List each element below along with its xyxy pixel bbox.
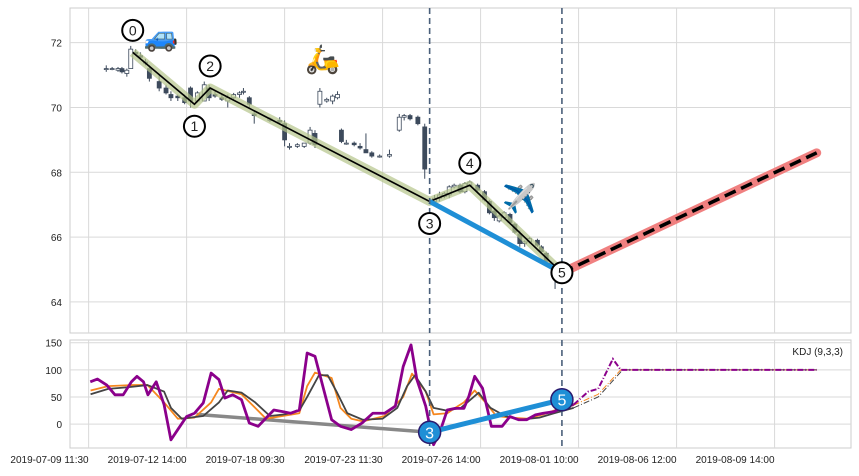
x-tick-label: 2019-08-06 12:00 <box>598 455 677 466</box>
pivot-label: 5 <box>558 265 566 281</box>
candle-body <box>401 115 407 118</box>
y-tick-label: 150 <box>45 339 62 350</box>
candle-body <box>124 69 130 74</box>
candle-body <box>128 48 134 69</box>
candle-body <box>294 144 300 147</box>
pivot-label: 2 <box>206 58 214 74</box>
plot-frame <box>69 7 852 334</box>
scooter-icon: 🛵 <box>305 44 340 76</box>
car-icon: 🚙 <box>144 21 179 53</box>
x-tick-label: 2019-08-01 10:00 <box>500 455 579 466</box>
candle-body <box>422 126 428 170</box>
candle-body <box>156 81 162 89</box>
candle-body <box>317 90 323 105</box>
y-tick-label: 50 <box>51 393 63 404</box>
trend-line-gray <box>196 412 430 435</box>
candle-body <box>343 142 349 145</box>
plot-frame <box>69 339 852 449</box>
candle-body <box>115 68 121 71</box>
candle-body <box>103 68 109 70</box>
candle-body <box>163 87 169 94</box>
candle-body <box>330 95 336 102</box>
y-tick-label: 68 <box>51 168 63 179</box>
pivot-label: 0 <box>129 22 137 38</box>
candle-body <box>168 94 174 99</box>
candle-body <box>415 116 421 125</box>
pivot-marker <box>550 261 574 285</box>
pivot-marker <box>418 211 442 235</box>
candle-body <box>287 145 292 148</box>
x-tick-label: 2019-07-18 09:30 <box>206 455 285 466</box>
candle-body <box>396 116 402 131</box>
kdj-legend: KDJ (9,3,3) <box>792 347 843 358</box>
candle-body <box>301 142 307 147</box>
candle-body <box>363 149 369 154</box>
zigzag-line <box>132 51 563 274</box>
y-tick-label: 66 <box>51 233 63 244</box>
pivot-label: 3 <box>426 215 434 231</box>
candle-body <box>109 68 115 70</box>
candle-body <box>357 145 363 149</box>
pivot-marker <box>121 18 145 42</box>
airplane-icon: ✈️ <box>502 181 537 215</box>
pivot-marker <box>198 54 222 78</box>
candle-body <box>241 90 246 93</box>
kdj-panel: 2019-07-09 11:30 2019-07-12 14:00 2019-07-… <box>10 339 852 466</box>
segment-3-5 <box>428 199 564 275</box>
kdj-d-line <box>90 374 574 421</box>
y-tick-label: 72 <box>51 39 63 50</box>
pivot-label: 1 <box>191 118 199 134</box>
segment-3-5 <box>429 397 563 435</box>
candle-body <box>324 98 330 102</box>
candle-body <box>351 142 357 146</box>
pivot-label: 4 <box>466 155 474 171</box>
kdj-pivot-marker <box>550 387 574 412</box>
kdj-pivot-label: 5 <box>557 393 566 410</box>
candle-body <box>119 68 125 73</box>
candle-body <box>369 152 375 157</box>
y-tick-label: 0 <box>56 420 62 431</box>
x-tick-label: 2019-07-12 14:00 <box>108 455 187 466</box>
kdj-pivot-label: 3 <box>425 425 434 442</box>
candle-body <box>387 154 392 157</box>
x-tick-label: 2019-07-09 11:30 <box>10 455 89 466</box>
kdj-j-projection <box>573 357 817 406</box>
projection-dash-line <box>561 151 818 275</box>
candle-body <box>335 94 340 99</box>
price-panel: 64 66 68 70 72 0 1 2 3 4 5 🚙 🛵 ✈️ <box>51 7 852 334</box>
kdj-d-projection <box>573 369 817 409</box>
pivot-marker <box>458 151 482 175</box>
kdj-pivot-marker <box>417 420 442 445</box>
y-tick-label: 100 <box>45 366 62 377</box>
candle-body <box>377 155 383 158</box>
kdj-j-line <box>89 343 574 447</box>
x-tick-label: 2019-07-23 11:30 <box>304 455 383 466</box>
pivot-marker <box>182 114 206 138</box>
candle-body <box>339 129 344 142</box>
x-tick-label: 2019-08-09 14:00 <box>696 455 775 466</box>
candle-body <box>407 115 413 120</box>
candle-body <box>237 92 242 95</box>
x-tick-label: 2019-07-26 14:00 <box>402 455 481 466</box>
y-tick-label: 70 <box>51 103 63 114</box>
y-tick-label: 64 <box>51 298 63 309</box>
